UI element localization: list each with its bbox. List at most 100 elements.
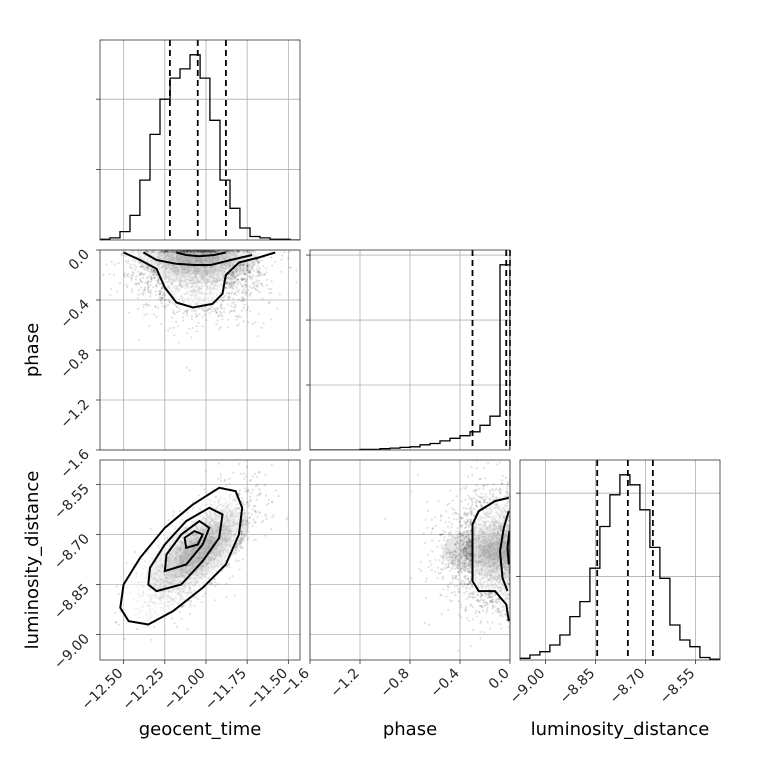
scatter-point <box>214 584 217 588</box>
scatter-point <box>151 250 154 253</box>
scatter-point <box>231 250 235 252</box>
scatter-point <box>198 307 201 310</box>
scatter-point <box>244 273 247 276</box>
scatter-point <box>204 250 207 252</box>
scatter-point <box>257 260 260 264</box>
scatter-point <box>197 307 200 310</box>
scatter-point <box>160 302 163 305</box>
scatter-point <box>242 263 246 266</box>
scatter-point <box>228 477 231 480</box>
scatter-point <box>147 287 150 290</box>
scatter-point <box>247 271 251 274</box>
scatter-point <box>131 271 134 274</box>
scatter-point <box>264 494 267 497</box>
scatter-point <box>137 250 140 252</box>
scatter-point <box>156 278 160 281</box>
scatter-panel-geocent_time-vs-phase <box>99 249 301 451</box>
scatter-point <box>138 277 141 281</box>
scatter-point <box>257 279 260 282</box>
scatter-point <box>188 328 191 331</box>
scatter-point <box>244 290 248 293</box>
scatter-point <box>165 250 168 253</box>
scatter-point <box>126 262 129 265</box>
scatter-point <box>220 306 223 309</box>
scatter-point <box>154 293 157 297</box>
scatter-point <box>142 303 145 306</box>
scatter-point <box>270 288 273 291</box>
scatter-point <box>221 318 224 321</box>
scatter-point <box>234 303 237 306</box>
scatter-point <box>287 257 290 260</box>
scatter-point <box>258 267 262 270</box>
scatter-point <box>190 317 194 320</box>
scatter-point <box>158 293 161 296</box>
scatter-point <box>247 536 250 539</box>
scatter-point <box>235 267 238 270</box>
scatter-point <box>240 291 244 294</box>
scatter-point <box>145 250 148 252</box>
scatter-point <box>109 293 112 296</box>
scatter-point <box>138 274 141 277</box>
scatter-point <box>190 309 193 312</box>
scatter-point <box>189 603 192 606</box>
scatter-point <box>203 488 206 491</box>
scatter-point <box>240 530 243 533</box>
scatter-point <box>147 290 150 294</box>
scatter-point <box>220 476 223 479</box>
scatter-point <box>247 321 250 324</box>
scatter-point <box>176 311 179 314</box>
scatter-point <box>229 276 232 279</box>
scatter-point <box>237 492 240 495</box>
scatter-point <box>206 250 209 252</box>
scatter-point <box>159 289 162 293</box>
scatter-point <box>198 313 201 316</box>
scatter-point <box>255 485 258 488</box>
scatter-point <box>246 250 249 252</box>
scatter-point <box>239 546 242 550</box>
scatter-point <box>146 281 149 284</box>
scatter-point <box>253 521 256 524</box>
scatter-point <box>200 600 203 604</box>
scatter-point <box>236 269 239 272</box>
scatter-point <box>239 278 242 281</box>
contour-level <box>142 251 253 266</box>
scatter-point <box>188 250 191 252</box>
scatter-point <box>165 250 168 253</box>
scatter-point <box>247 288 250 291</box>
scatter-point <box>133 550 137 554</box>
scatter-point <box>186 250 189 252</box>
scatter-point <box>238 280 241 283</box>
scatter-point <box>158 295 162 298</box>
scatter-point <box>274 489 277 492</box>
scatter-point <box>197 250 200 253</box>
scatter-point <box>184 309 187 312</box>
scatter-point <box>247 264 250 267</box>
scatter-point <box>154 284 158 287</box>
scatter-point <box>256 271 259 274</box>
scatter-point <box>137 260 140 263</box>
scatter-point <box>240 299 243 302</box>
scatter-point <box>170 250 173 253</box>
scatter-point <box>235 279 238 282</box>
scatter-point <box>235 293 238 296</box>
scatter-point <box>265 503 268 506</box>
scatter-point <box>189 250 192 253</box>
scatter-point <box>233 275 236 278</box>
scatter-point <box>150 275 153 278</box>
scatter-point <box>165 250 168 253</box>
scatter-point <box>251 267 254 270</box>
scatter-point <box>242 306 245 309</box>
scatter-point <box>156 279 159 283</box>
scatter-point <box>256 267 259 271</box>
scatter-point <box>193 595 196 599</box>
scatter-point <box>241 278 244 281</box>
scatter-point <box>230 271 233 274</box>
scatter-point <box>259 282 262 285</box>
scatter-point <box>176 250 179 252</box>
scatter-point <box>113 263 116 266</box>
scatter-point <box>256 335 259 338</box>
scatter-point <box>165 250 168 253</box>
scatter-point <box>118 282 121 285</box>
scatter-point <box>239 545 243 548</box>
scatter-point <box>134 278 137 281</box>
